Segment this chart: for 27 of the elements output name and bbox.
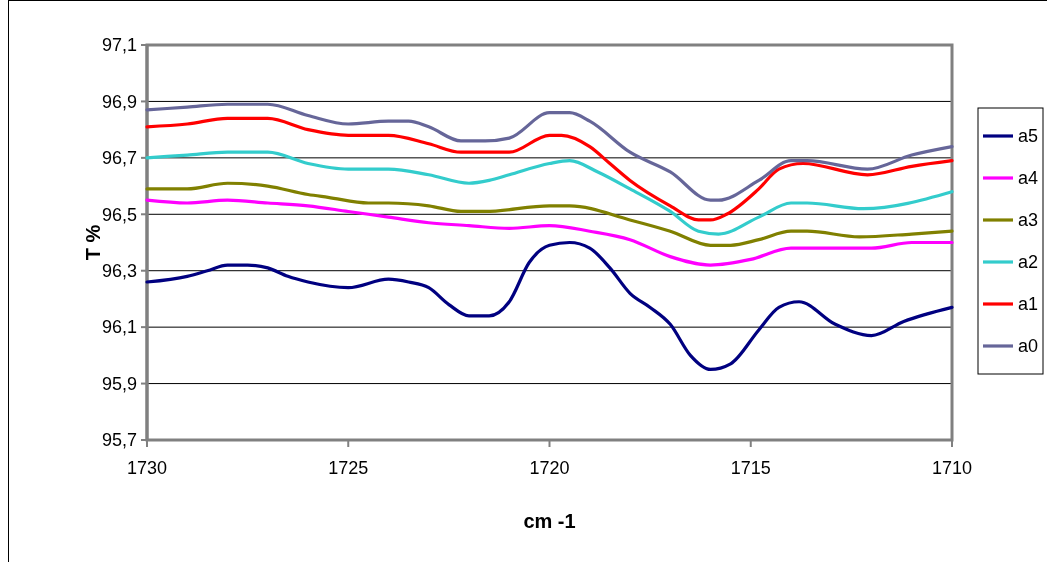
y-tick-label: 95,9 bbox=[101, 373, 137, 394]
line-series bbox=[145, 102, 954, 202]
y-tick-label: 95,7 bbox=[101, 430, 137, 451]
y-tick-label: 96,1 bbox=[101, 317, 137, 338]
x-axis-title: cm -1 bbox=[523, 510, 576, 532]
x-tick-label: 1725 bbox=[328, 458, 369, 478]
x-tick-label: 1715 bbox=[730, 458, 771, 478]
y-tick-label: 96,7 bbox=[101, 148, 137, 169]
legend-label: a3 bbox=[1018, 210, 1039, 231]
legend-label: a5 bbox=[1018, 126, 1039, 147]
line-series bbox=[145, 150, 954, 236]
legend-label: a2 bbox=[1018, 252, 1039, 273]
y-axis-title: T % bbox=[82, 224, 104, 261]
y-tick-label: 96,5 bbox=[101, 204, 137, 225]
x-tick-label: 1730 bbox=[126, 458, 168, 478]
x-tick-label: 1720 bbox=[529, 458, 570, 478]
line-series bbox=[145, 198, 954, 267]
legend-label: a4 bbox=[1018, 168, 1039, 189]
line-series bbox=[145, 116, 954, 222]
x-tick-label: 1710 bbox=[931, 458, 973, 478]
y-tick-label: 96,9 bbox=[101, 91, 137, 112]
y-tick-label: 97,1 bbox=[101, 35, 137, 56]
y-tick-label: 96,3 bbox=[101, 261, 137, 282]
line-series bbox=[145, 181, 954, 247]
legend-label: a1 bbox=[1018, 294, 1039, 315]
legend-label: a0 bbox=[1018, 336, 1039, 357]
line-series bbox=[145, 240, 954, 372]
